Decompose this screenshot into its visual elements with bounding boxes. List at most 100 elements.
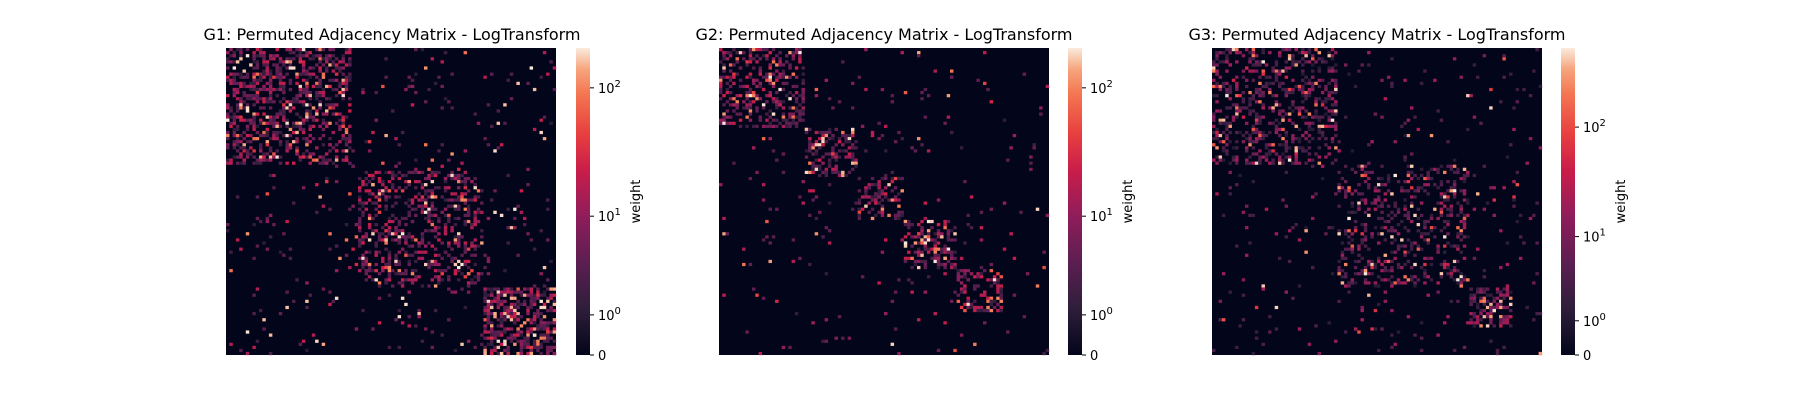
heatmap-cell	[1386, 180, 1391, 184]
heatmap-cell	[1410, 247, 1414, 251]
heatmap-cell	[1284, 48, 1289, 52]
heatmap-cell	[321, 158, 326, 162]
heatmap-cell	[404, 173, 408, 178]
heatmap-cell	[1462, 176, 1467, 181]
heatmap-cell	[1363, 244, 1368, 248]
heatmap-cell	[391, 109, 395, 113]
heatmap-cell	[877, 192, 881, 196]
heatmap-cell	[798, 112, 802, 116]
heatmap-cell	[979, 238, 984, 242]
heatmap-cell	[447, 287, 451, 291]
heatmap-cell	[728, 103, 733, 107]
heatmap-cell	[249, 87, 253, 92]
heatmap-cell	[542, 315, 547, 319]
heatmap-cell	[519, 293, 524, 297]
heatmap-cell	[1532, 318, 1536, 322]
heatmap-cell	[1462, 278, 1467, 282]
heatmap-cell	[440, 60, 444, 64]
heatmap-cell	[1390, 345, 1394, 350]
heatmap-cell	[728, 90, 733, 95]
heatmap-cell	[239, 84, 243, 89]
heatmap-cell	[1281, 143, 1285, 147]
heatmap-cell	[259, 146, 263, 150]
heatmap-cell	[874, 201, 878, 205]
heatmap-cell	[305, 155, 309, 159]
heatmap-cell	[943, 121, 947, 125]
heatmap-cell	[463, 250, 468, 254]
heatmap-cell	[1350, 238, 1355, 242]
heatmap-cell	[1436, 290, 1440, 294]
heatmap-cell	[1350, 210, 1355, 214]
heatmap-cell	[245, 127, 250, 132]
heatmap-cell	[1446, 232, 1450, 236]
heatmap-cell	[433, 229, 438, 233]
heatmap-cell	[539, 299, 543, 303]
heatmap-cell	[1215, 54, 1219, 58]
heatmap-cell	[424, 204, 428, 208]
heatmap-cell	[996, 272, 1000, 276]
heatmap-cell	[496, 351, 501, 356]
heatmap-cell	[453, 238, 458, 242]
heatmap-cell	[407, 180, 411, 184]
heatmap-cell	[1535, 312, 1539, 316]
heatmap-cell	[245, 155, 250, 159]
heatmap-cell	[542, 302, 547, 307]
heatmap-cell	[490, 351, 494, 356]
heatmap-cell	[1350, 278, 1355, 282]
heatmap-cell	[397, 186, 402, 190]
heatmap-cell	[999, 308, 1003, 313]
heatmap-cell	[361, 213, 365, 217]
heatmap-cell	[407, 210, 411, 214]
heatmap-cell	[1254, 112, 1259, 116]
heatmap-cell	[1416, 189, 1421, 193]
heatmap-cell	[1334, 51, 1338, 55]
heatmap-cell	[1268, 161, 1272, 165]
heatmap-cell	[1505, 321, 1510, 325]
heatmap-cell	[1363, 170, 1368, 175]
heatmap-cell	[364, 232, 369, 236]
heatmap-cell	[536, 339, 540, 343]
heatmap-cell	[285, 124, 289, 128]
heatmap-cell	[499, 293, 504, 297]
heatmap-cell	[1363, 210, 1368, 214]
heatmap-cell	[516, 312, 520, 316]
heatmap-cell	[1284, 112, 1289, 116]
heatmap-cell	[1218, 51, 1223, 55]
heatmap-cell	[367, 192, 372, 196]
heatmap-cell	[1350, 167, 1355, 171]
heatmap-cell	[361, 253, 365, 257]
heatmap-cell	[1446, 262, 1450, 267]
heatmap-cell	[305, 348, 309, 353]
heatmap-cell	[920, 143, 924, 147]
heatmap-cell	[1337, 189, 1341, 193]
heatmap-cell	[801, 180, 805, 184]
heatmap-cell	[453, 192, 458, 196]
heatmap-cell	[821, 140, 825, 144]
heatmap-cell	[1340, 281, 1345, 285]
heatmap-cell	[252, 94, 256, 98]
heatmap-cell	[1423, 281, 1427, 285]
heatmap-cell	[354, 235, 359, 239]
heatmap-cell	[900, 137, 904, 141]
heatmap-cell	[953, 348, 957, 353]
heatmap-cell	[427, 195, 431, 199]
heatmap-cell	[1225, 60, 1229, 64]
heatmap-cell	[295, 152, 299, 156]
heatmap-cell	[917, 250, 921, 254]
heatmap-cell	[226, 143, 230, 147]
heatmap-cell	[387, 216, 392, 221]
heatmap-cell	[1462, 235, 1467, 239]
heatmap-cell	[1489, 321, 1493, 325]
heatmap-cell	[453, 176, 458, 181]
heatmap-cell	[1294, 137, 1298, 141]
heatmap-cell	[768, 124, 772, 128]
heatmap-cell	[331, 87, 336, 92]
heatmap-cell	[1268, 81, 1272, 85]
heatmap-cell	[1403, 250, 1407, 254]
heatmap-cell	[725, 57, 730, 61]
heatmap-cell	[1254, 140, 1259, 144]
heatmap-cell	[735, 51, 739, 55]
heatmap-cell	[1225, 106, 1229, 110]
heatmap-cell	[443, 207, 448, 211]
heatmap-cell	[1390, 84, 1394, 89]
